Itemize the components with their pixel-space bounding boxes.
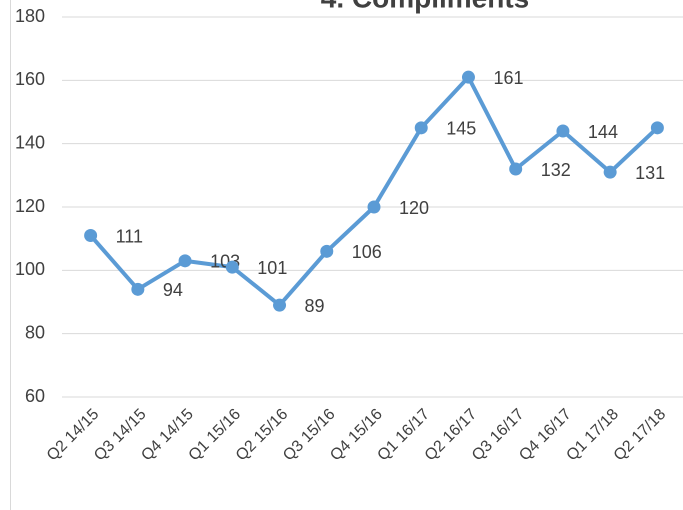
- data-point: [225, 260, 239, 274]
- data-label: 89: [305, 296, 325, 316]
- data-point: [650, 121, 664, 135]
- data-label: 132: [541, 160, 571, 180]
- y-tick-label: 140: [15, 132, 45, 152]
- data-label: 106: [352, 242, 382, 262]
- data-point: [556, 124, 570, 138]
- data-point: [84, 229, 98, 242]
- data-label: 120: [399, 198, 429, 218]
- y-tick-label: 80: [25, 322, 45, 342]
- x-tick-label: Q2 17/18: [611, 406, 670, 465]
- data-point: [367, 200, 381, 214]
- y-tick-label: 120: [15, 196, 45, 216]
- data-point: [461, 70, 475, 84]
- data-label: 144: [588, 122, 618, 142]
- data-label: 111: [116, 226, 143, 246]
- data-point: [320, 244, 334, 258]
- y-tick-label: 100: [15, 259, 45, 279]
- data-label: 101: [257, 258, 287, 278]
- data-label: 94: [163, 280, 183, 300]
- data-point: [509, 162, 523, 176]
- data-label: 161: [493, 68, 523, 88]
- data-point: [273, 298, 287, 312]
- chart-title: 4. Compliments: [321, 0, 529, 13]
- data-label: 131: [635, 163, 665, 183]
- data-point: [178, 254, 192, 268]
- series-line: [89, 75, 659, 308]
- y-tick-label: 60: [25, 386, 45, 406]
- y-tick-label: 160: [15, 69, 45, 89]
- data-point: [603, 165, 617, 179]
- data-point: [414, 121, 428, 135]
- data-label: 145: [446, 119, 476, 139]
- y-tick-label: 180: [15, 6, 45, 26]
- data-point: [131, 282, 145, 296]
